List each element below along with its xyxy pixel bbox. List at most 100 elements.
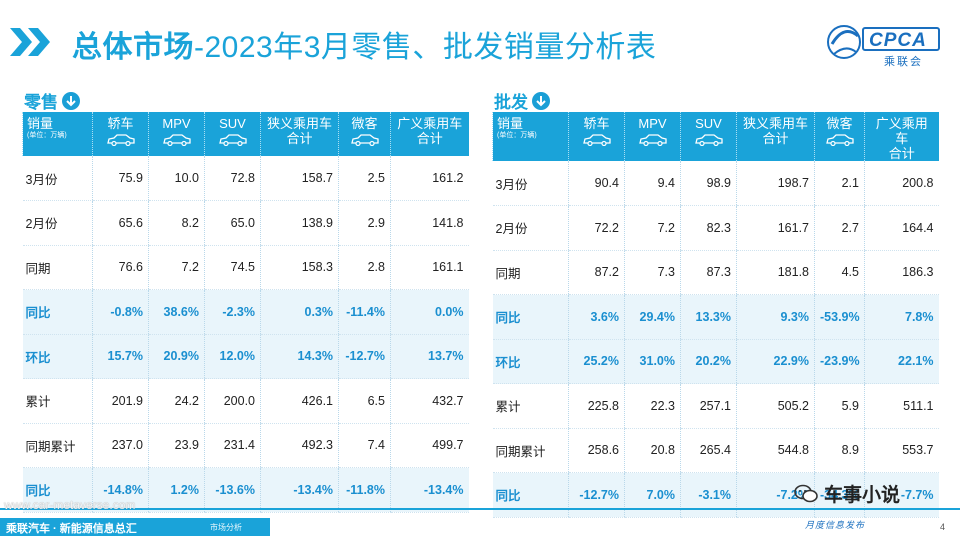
header-label: SUV <box>695 116 722 131</box>
header: 总体市场-2023年3月零售、批发销量分析表 CPCA 乘联会 <box>0 0 960 70</box>
double-chevron-icon <box>10 28 50 56</box>
table-cell: 141.8 <box>390 200 469 246</box>
table-cell: -53.9% <box>814 294 865 340</box>
table-cell: 0.3% <box>260 289 339 335</box>
table-cell: 7.8% <box>864 294 939 340</box>
footer-subtext: 市场分析 <box>210 523 242 532</box>
table-cell: 511.1 <box>864 383 939 429</box>
table-cell: 164.4 <box>864 205 939 251</box>
footer-bar <box>0 518 270 536</box>
table-cell: 158.7 <box>260 156 339 201</box>
row-label: 2月份 <box>492 205 569 251</box>
header-label: MPV <box>638 116 667 131</box>
table-row: 2月份 72.2 7.2 82.3 161.7 2.7 164.4 <box>492 205 939 251</box>
header-label: 轿车 <box>107 116 134 131</box>
table-header-row: 销量 (单位：万辆) 轿车 MPV SUV 狭义乘用车 合计 微客 广义乘用车 合计 <box>22 112 469 156</box>
row-label: 3月份 <box>492 161 569 206</box>
table-cell: 7.2 <box>148 245 205 290</box>
table-cell: 7.0% <box>624 472 681 518</box>
table-cell: 31.0% <box>624 339 681 384</box>
row-label: 环比 <box>22 334 93 379</box>
watermark-url: www.car-metaverse.com <box>4 498 136 512</box>
table-cell: 544.8 <box>736 428 815 473</box>
monthly-release-text: 月度信息发布 <box>805 520 866 530</box>
table-cell: 22.1% <box>864 339 939 384</box>
table-cell: -13.4% <box>390 467 469 513</box>
table-cell: -12.7% <box>338 334 391 379</box>
car-icon <box>630 134 675 146</box>
unit-label: (单位：万辆) <box>497 132 537 139</box>
header-cell: 微客 <box>814 112 865 161</box>
table-cell: 1.2% <box>148 467 205 513</box>
table-cell: 499.7 <box>390 423 469 468</box>
row-label: 同比 <box>492 472 569 518</box>
table-cell: 225.8 <box>568 383 625 429</box>
header-label: SUV <box>219 116 246 131</box>
header-label: 销量 <box>497 116 524 131</box>
retail-table: 销量 (单位：万辆) 轿车 MPV SUV 狭义乘用车 合计 微客 广义乘用车 合计 3月份 75… <box>22 112 469 513</box>
header-cell: 轿车 <box>92 112 149 156</box>
table-cell: 2.8 <box>338 245 391 290</box>
table-cell: 90.4 <box>568 161 625 206</box>
title-bold: 总体市场 <box>72 31 194 64</box>
logo-box <box>862 27 940 51</box>
table-header-row: 销量 (单位：万辆) 轿车 MPV SUV 狭义乘用车 合计 微客 广义乘用车 合计 <box>492 112 939 161</box>
table-row: 同期 87.2 7.3 87.3 181.8 4.5 186.3 <box>492 250 939 295</box>
table-row: 累计 201.9 24.2 200.0 426.1 6.5 432.7 <box>22 378 469 424</box>
header-label: 微客 <box>351 116 378 131</box>
table-cell: 7.3 <box>624 250 681 295</box>
row-label: 同期 <box>22 245 93 290</box>
table-cell: 72.8 <box>204 156 261 201</box>
table-cell: 161.7 <box>736 205 815 251</box>
table-cell: 492.3 <box>260 423 339 468</box>
header-label: 微客 <box>826 116 853 131</box>
row-label: 同比 <box>22 289 93 335</box>
row-label: 累计 <box>492 383 569 429</box>
table-cell: 82.3 <box>680 205 737 251</box>
table-cell: 13.7% <box>390 334 469 379</box>
table-cell: -11.4% <box>338 289 391 335</box>
header-label: 轿车 <box>583 116 610 131</box>
header-cell: 广义乘用车 合计 <box>864 112 939 161</box>
logo-text: CPCA <box>869 30 927 51</box>
table-cell: 38.6% <box>148 289 205 335</box>
title-rest: -2023年3月零售、批发销量分析表 <box>194 31 657 64</box>
table-cell: 2.9 <box>338 200 391 246</box>
table-cell: -14.8% <box>92 467 149 513</box>
table-cell: 74.5 <box>204 245 261 290</box>
row-label: 同期累计 <box>22 423 93 468</box>
table-cell: 265.4 <box>680 428 737 473</box>
table-cell: 505.2 <box>736 383 815 429</box>
table-cell: 22.9% <box>736 339 815 384</box>
table-cell: 20.8 <box>624 428 681 473</box>
row-label: 2月份 <box>22 200 93 246</box>
table-cell: 201.9 <box>92 378 149 424</box>
table-row: 累计 225.8 22.3 257.1 505.2 5.9 511.1 <box>492 383 939 429</box>
table-cell: 432.7 <box>390 378 469 424</box>
table-cell: 426.1 <box>260 378 339 424</box>
table-cell: 98.9 <box>680 161 737 206</box>
table-cell: -2.3% <box>204 289 261 335</box>
table-row: 同比 3.6% 29.4% 13.3% 9.3% -53.9% 7.8% <box>492 294 939 340</box>
wholesale-table: 销量 (单位：万辆) 轿车 MPV SUV 狭义乘用车 合计 微客 广义乘用车 合计 3月份 90… <box>492 112 939 518</box>
table-row: 环比 15.7% 20.9% 12.0% 14.3% -12.7% 13.7% <box>22 334 469 379</box>
header-cell-sales: 销量 (单位：万辆) <box>22 112 93 156</box>
header-cell: SUV <box>204 112 261 156</box>
down-arrow-icon <box>532 91 550 110</box>
table-cell: 15.7% <box>92 334 149 379</box>
header-cell: MPV <box>624 112 681 161</box>
table-cell: 20.2% <box>680 339 737 384</box>
table-cell: 4.5 <box>814 250 865 295</box>
table-row: 3月份 90.4 9.4 98.9 198.7 2.1 200.8 <box>492 161 939 206</box>
car-icon <box>210 134 255 146</box>
table-cell: 3.6% <box>568 294 625 340</box>
table-cell: -0.8% <box>92 289 149 335</box>
table-cell: 158.3 <box>260 245 339 290</box>
logo-subtext: 乘联会 <box>884 56 923 68</box>
table-cell: 6.5 <box>338 378 391 424</box>
table-row: 同期累计 258.6 20.8 265.4 544.8 8.9 553.7 <box>492 428 939 473</box>
header-label: 狭义乘用车 合计 <box>266 116 332 146</box>
table-cell: 87.2 <box>568 250 625 295</box>
car-icon <box>98 134 143 146</box>
header-cell: 广义乘用车 合计 <box>390 112 469 156</box>
